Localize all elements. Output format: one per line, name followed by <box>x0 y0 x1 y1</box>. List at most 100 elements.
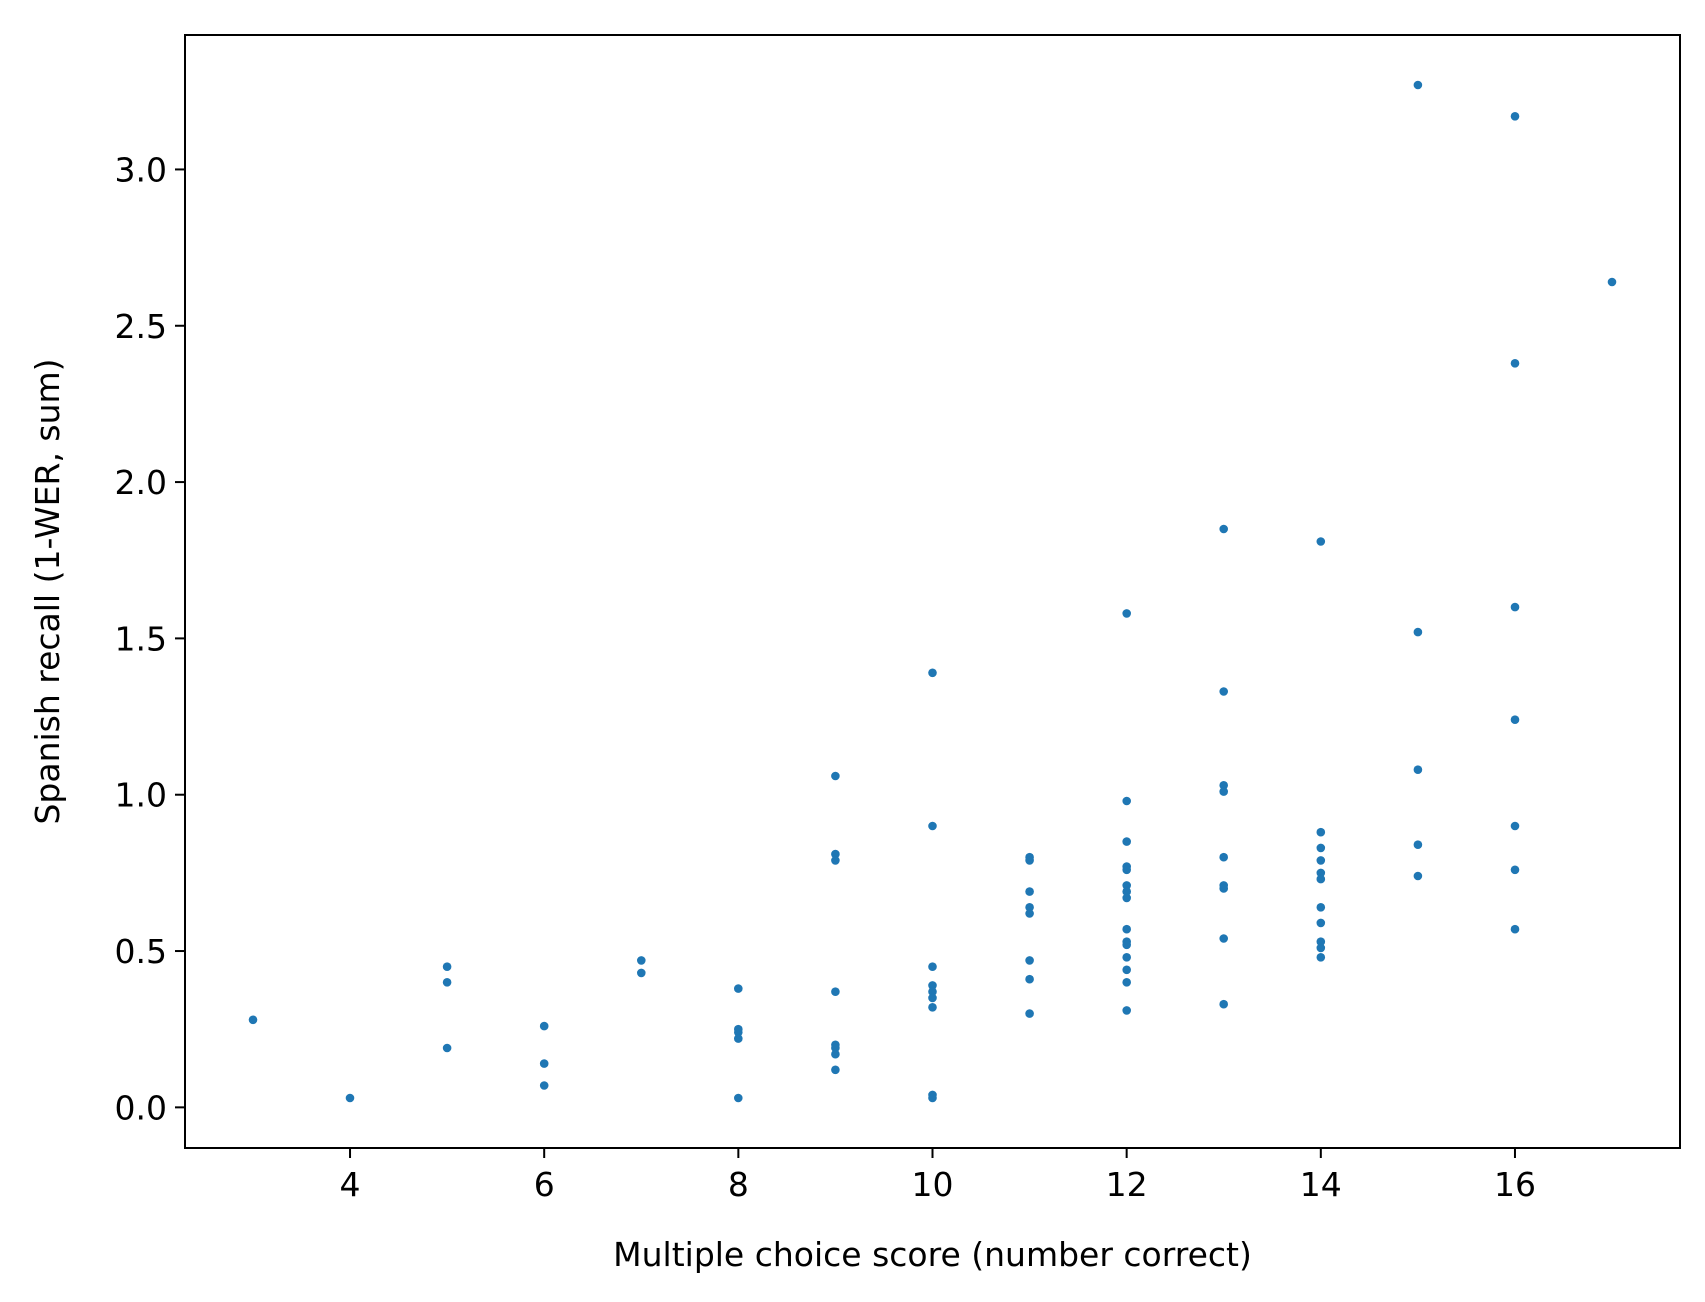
data-point <box>248 1015 258 1025</box>
data-point <box>928 821 937 831</box>
data-point <box>928 981 937 990</box>
data-point <box>1122 887 1131 896</box>
data-point <box>734 1093 743 1103</box>
data-point <box>1219 999 1228 1009</box>
data-point <box>345 1093 355 1103</box>
x-tick-label: 12 <box>1106 1165 1148 1204</box>
data-point <box>1316 903 1326 912</box>
data-point <box>928 668 937 678</box>
data-point <box>928 993 937 1003</box>
x-axis: 4 6 8 10 12 14 16 <box>340 1148 1536 1204</box>
data-point <box>539 1059 549 1068</box>
data-point <box>1219 884 1228 893</box>
data-point <box>1316 868 1326 878</box>
data-point <box>1025 974 1034 984</box>
data-point <box>1219 524 1228 534</box>
y-tick-label: 2.0 <box>115 463 167 502</box>
data-point <box>831 1049 840 1059</box>
data-point <box>1025 956 1034 965</box>
data-point <box>1510 359 1520 368</box>
data-point <box>1122 837 1131 846</box>
data-point <box>1510 865 1520 875</box>
data-point <box>1122 881 1131 890</box>
data-point <box>1122 940 1131 950</box>
data-point <box>1025 887 1034 896</box>
data-point <box>734 1034 743 1043</box>
data-point <box>1122 893 1131 903</box>
points-layer <box>248 80 1617 1103</box>
data-point <box>928 1003 937 1012</box>
data-point <box>1025 903 1034 912</box>
data-point <box>442 978 452 987</box>
data-point <box>831 1043 840 1053</box>
data-point <box>1219 687 1228 696</box>
data-point <box>1607 277 1617 287</box>
data-point <box>1122 953 1131 962</box>
data-point <box>1025 1009 1034 1018</box>
data-point <box>1316 874 1326 884</box>
data-point <box>928 962 937 971</box>
data-point <box>1025 909 1034 918</box>
data-point <box>734 984 743 993</box>
data-point <box>1219 934 1228 943</box>
y-tick-label: 2.5 <box>115 307 167 346</box>
data-point <box>1413 627 1423 637</box>
data-point <box>928 987 937 996</box>
data-point <box>1413 840 1423 849</box>
data-point <box>1510 715 1520 724</box>
data-point <box>1413 80 1423 90</box>
data-point <box>539 1081 549 1090</box>
data-point <box>1316 856 1326 865</box>
data-point <box>1316 953 1326 962</box>
data-point <box>1316 937 1326 946</box>
y-tick-label: 1.0 <box>115 776 167 815</box>
data-point <box>1122 796 1131 806</box>
data-point <box>831 987 840 996</box>
data-point <box>539 1021 549 1031</box>
data-point <box>1316 843 1326 853</box>
data-point <box>1510 112 1520 121</box>
data-point <box>1316 918 1326 928</box>
plot-area-frame <box>184 34 1681 1149</box>
data-point <box>1122 965 1131 975</box>
data-point <box>442 1043 452 1053</box>
data-point <box>1413 871 1423 881</box>
data-point <box>831 856 840 865</box>
data-point <box>1122 978 1131 987</box>
data-point <box>1510 821 1520 831</box>
data-point <box>831 849 840 859</box>
y-tick-label: 0.5 <box>115 932 167 971</box>
data-point <box>1025 856 1034 865</box>
data-point <box>1510 602 1520 612</box>
data-point <box>1219 852 1228 862</box>
y-axis-title: Spanish recall (1-WER, sum) <box>28 358 67 824</box>
data-point <box>928 1093 937 1103</box>
x-tick-label: 6 <box>534 1165 555 1204</box>
data-point <box>831 1065 840 1075</box>
data-point <box>637 956 646 965</box>
data-point <box>1316 943 1326 953</box>
x-tick-label: 4 <box>340 1165 361 1204</box>
data-point <box>1413 765 1423 774</box>
data-point <box>1122 865 1131 875</box>
y-axis: 0.0 0.5 1.0 1.5 2.0 2.5 3.0 <box>115 150 185 1127</box>
x-axis-title: Multiple choice score (number correct) <box>613 1235 1252 1274</box>
x-tick-label: 10 <box>912 1165 954 1204</box>
data-point <box>1122 1006 1131 1015</box>
x-tick-label: 8 <box>728 1165 749 1204</box>
data-point <box>1316 827 1326 837</box>
data-point <box>734 1028 743 1037</box>
x-tick-label: 14 <box>1300 1165 1342 1204</box>
data-point <box>1316 537 1326 546</box>
y-tick-label: 3.0 <box>115 150 167 189</box>
data-point <box>831 771 840 781</box>
data-point <box>1122 609 1131 618</box>
y-tick-label: 0.0 <box>115 1088 167 1127</box>
y-tick-label: 1.5 <box>115 619 167 658</box>
data-point <box>442 962 452 971</box>
data-point <box>1219 781 1228 790</box>
data-point <box>1219 787 1228 796</box>
x-tick-label: 16 <box>1494 1165 1536 1204</box>
data-point <box>637 968 646 978</box>
